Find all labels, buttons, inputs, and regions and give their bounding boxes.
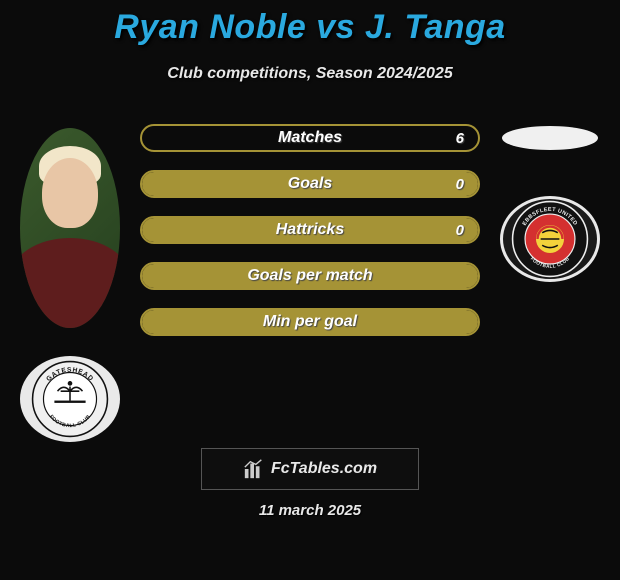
- stat-bar-gpm: Goals per match: [140, 262, 480, 290]
- left-club-crest: GATESHEAD FOOTBALL CLUB: [20, 356, 120, 442]
- right-club-crest: EBBSFLEET UNITED FOOTBALL CLUB: [500, 196, 600, 282]
- bars-icon: [243, 458, 265, 480]
- stat-bar-hattricks: Hattricks 0: [140, 216, 480, 244]
- stat-bar-goals: Goals 0: [140, 170, 480, 198]
- stat-label: Hattricks: [142, 218, 478, 242]
- stat-label: Min per goal: [142, 310, 478, 334]
- right-player-placeholder: [502, 126, 598, 150]
- stat-label: Goals: [142, 172, 478, 196]
- page-subtitle: Club competitions, Season 2024/2025: [0, 65, 620, 83]
- right-player-column: EBBSFLEET UNITED FOOTBALL CLUB: [490, 126, 610, 282]
- stat-label: Matches: [142, 126, 478, 150]
- gateshead-crest-icon: GATESHEAD FOOTBALL CLUB: [31, 360, 109, 438]
- stat-bar-mpg: Min per goal: [140, 308, 480, 336]
- stat-label: Goals per match: [142, 264, 478, 288]
- stat-right-value: 0: [456, 172, 464, 196]
- ebbsfleet-crest-icon: EBBSFLEET UNITED FOOTBALL CLUB: [505, 200, 595, 278]
- stat-right-value: 0: [456, 218, 464, 242]
- stat-bar-matches: Matches 6: [140, 124, 480, 152]
- stats-bars: Matches 6 Goals 0 Hattricks 0 Goals per …: [140, 124, 480, 354]
- left-player-portrait: [20, 128, 120, 328]
- stat-right-value: 6: [456, 126, 464, 150]
- date-text: 11 march 2025: [0, 502, 620, 519]
- left-player-column: GATESHEAD FOOTBALL CLUB: [10, 128, 130, 442]
- brand-badge: FcTables.com: [201, 448, 419, 490]
- brand-text: FcTables.com: [271, 460, 377, 478]
- page-title: Ryan Noble vs J. Tanga: [0, 0, 620, 47]
